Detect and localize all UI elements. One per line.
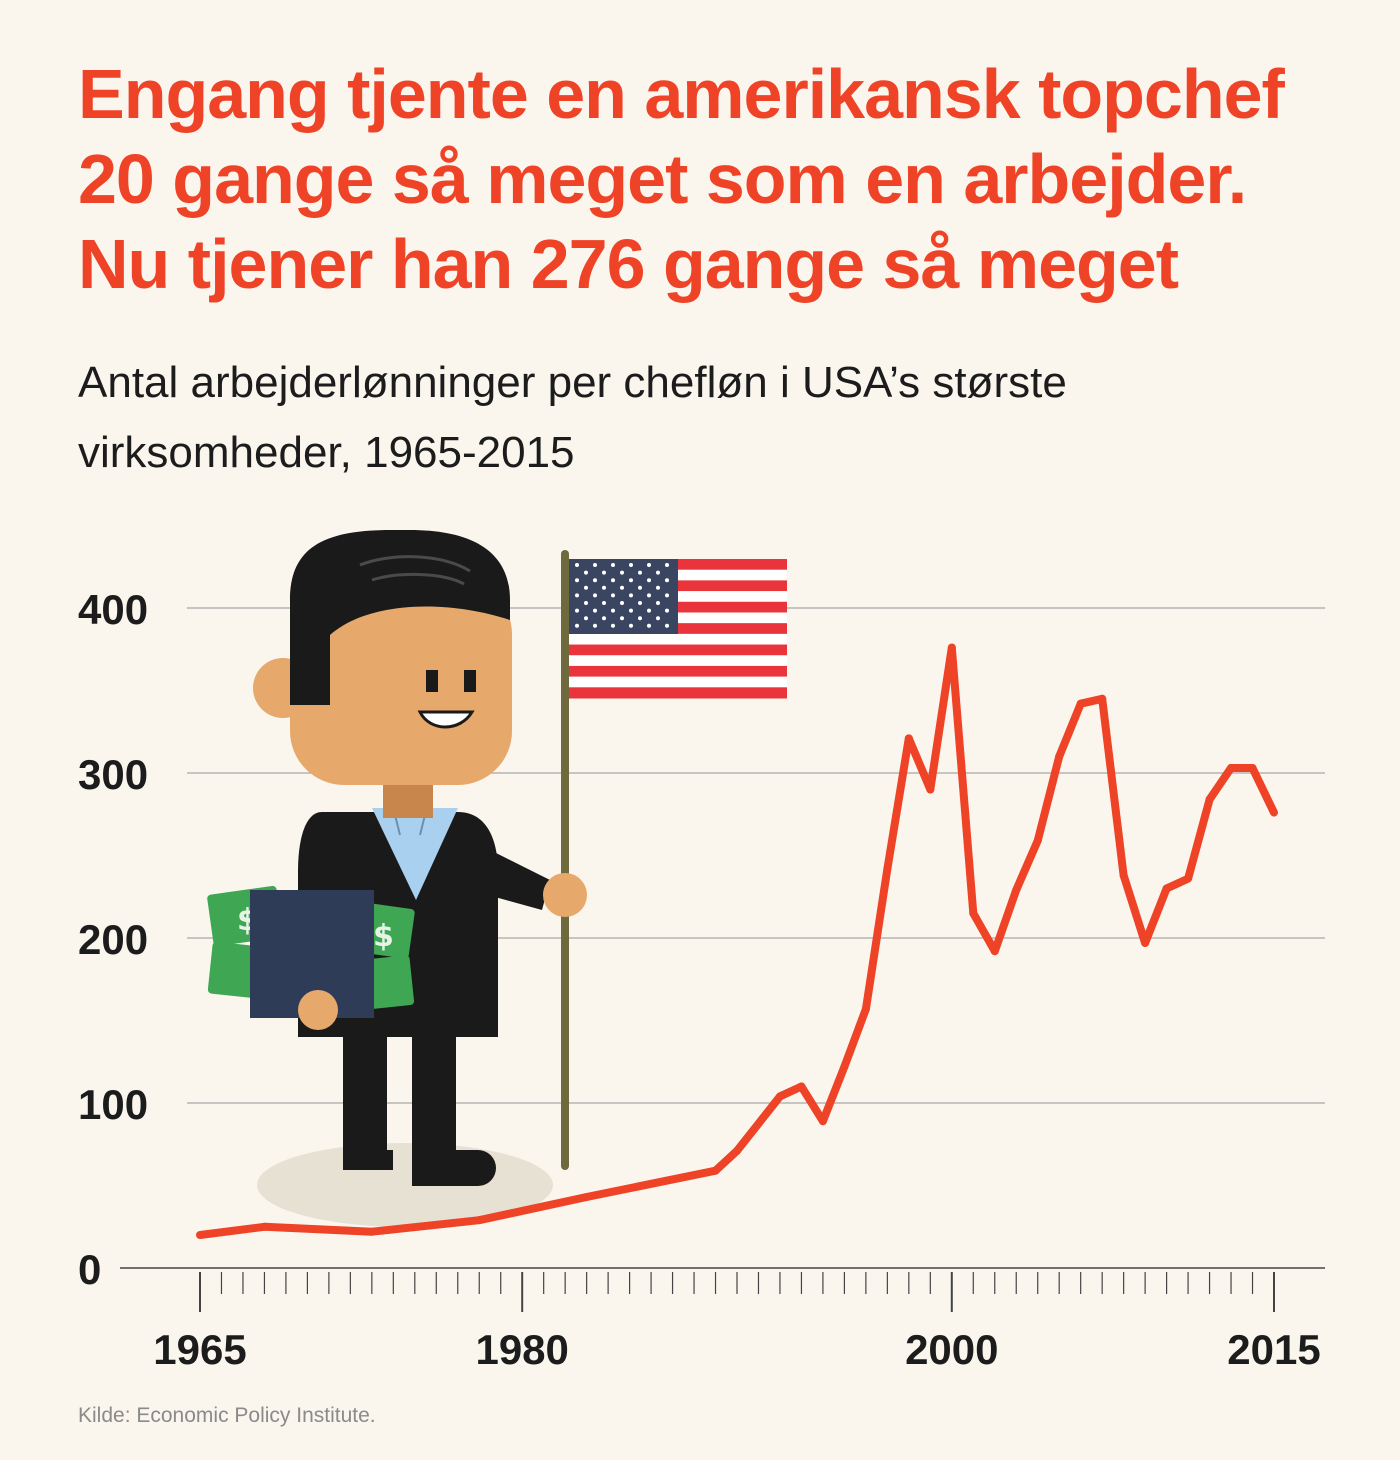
data-point [861,1004,870,1013]
data-point [1184,874,1193,883]
data-point [1141,938,1150,947]
data-point [367,1227,376,1236]
data-point [775,1092,784,1101]
x-tick-label: 2015 [1227,1326,1320,1373]
data-point [883,864,892,873]
y-tick-label: 100 [78,1081,148,1128]
data-point [1270,808,1278,817]
data-point [840,1062,849,1071]
y-tick-label: 0 [78,1246,101,1293]
data-point [1227,764,1236,773]
x-tick-label: 2000 [905,1326,998,1373]
data-point [1055,752,1064,761]
data-point [990,947,999,956]
svg-text:$: $ [373,919,394,954]
data-point [1205,795,1214,804]
data-point [733,1146,741,1155]
subtitle-line-2: virksomheder, 1965-2015 [78,428,575,477]
data-point [1119,871,1128,880]
headline-line-1: Engang tjente en amerikansk topchef [78,55,1285,133]
subtitle-line-1: Antal arbejderlønninger per chefløn i US… [78,358,1067,407]
data-point [260,1222,269,1231]
x-tick-label: 1980 [475,1326,568,1373]
y-tick-label: 400 [78,586,148,633]
data-point [1098,694,1107,703]
data-point [969,909,978,918]
y-tick-label: 300 [78,751,148,798]
data-point [475,1216,484,1225]
data-point [926,785,935,794]
data-point [1248,764,1257,773]
us-flag-icon [561,550,787,1170]
data-layer [196,643,1278,1239]
businessman-illustration: $ $ [207,530,787,1227]
source-note: Kilde: Economic Policy Institute. [78,1404,376,1427]
data-point [582,1193,591,1202]
data-point [1033,836,1042,845]
data-point [196,1231,204,1239]
y-tick-label: 200 [78,916,148,963]
headline-line-2: 20 gange så meget som en arbejder. [78,140,1247,218]
data-point [1012,886,1021,895]
data-point [904,734,913,743]
headline: Engang tjente en amerikansk topchef 20 g… [78,52,1368,307]
data-point [818,1117,827,1126]
data-point [947,643,956,652]
data-point [711,1166,720,1175]
data-point [1076,699,1085,708]
headline-line-3: Nu tjener han 276 gange så meget [78,225,1179,303]
data-point [797,1082,806,1091]
x-tick-label: 1965 [153,1326,246,1373]
data-point [1162,884,1171,893]
axis-layer: 0 100 200 300 400 1965 1980 2000 2015 [78,586,1325,1373]
chart-subtitle: Antal arbejderlønninger per chefløn i US… [78,348,1278,488]
